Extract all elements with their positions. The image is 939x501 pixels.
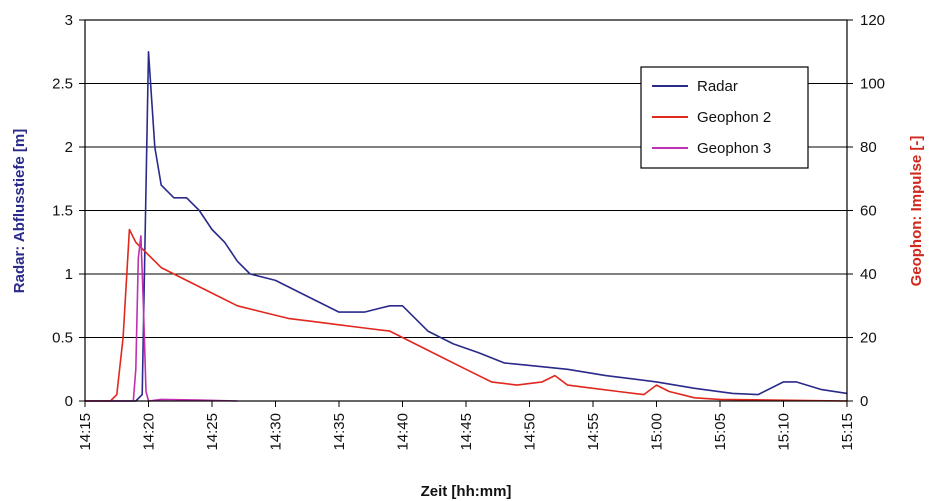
right-axis-ticks: 0 20 40 60 80 100 120 [847, 12, 885, 410]
x-axis-ticks: 14:15 14:20 14:25 14:30 14:35 14:40 14:45 14:50… [77, 401, 856, 451]
x-tick-label: 14:55 [585, 413, 602, 451]
left-tick-label: 0.5 [52, 330, 73, 347]
x-tick-label: 14:25 [204, 413, 221, 451]
series-line-geophon3 [85, 235, 238, 402]
x-tick-label: 15:05 [712, 413, 729, 451]
x-tick-label: 15:15 [839, 413, 856, 451]
gridlines [85, 83, 847, 338]
right-tick-label: 60 [860, 203, 877, 220]
left-tick-label: 1 [65, 266, 73, 283]
x-tick-label: 15:00 [649, 413, 666, 451]
legend-label-radar: Radar [697, 78, 738, 95]
right-tick-label: 20 [860, 330, 877, 347]
x-tick-label: 14:45 [458, 413, 475, 451]
x-axis-title: Zeit [hh:mm] [421, 483, 512, 500]
left-tick-label: 3 [65, 12, 73, 29]
x-tick-label: 14:35 [331, 413, 348, 451]
left-tick-label: 0 [65, 393, 73, 410]
right-axis-title: Geophon: Impulse [-] [908, 136, 925, 287]
series-layer [85, 51, 848, 402]
left-tick-label: 2.5 [52, 76, 73, 93]
legend: Radar Geophon 2 Geophon 3 [640, 66, 809, 169]
x-tick-label: 14:30 [268, 413, 285, 451]
x-tick-label: 14:50 [522, 413, 539, 451]
legend-items: Radar Geophon 2 Geophon 3 [652, 78, 771, 157]
right-tick-label: 40 [860, 266, 877, 283]
x-tick-label: 14:15 [77, 413, 94, 451]
x-tick-label: 15:10 [776, 413, 793, 451]
right-tick-label: 100 [860, 76, 885, 93]
series-line-radar [85, 51, 848, 402]
left-axis-ticks: 0 0.5 1 1.5 2 2.5 3 [52, 12, 85, 410]
legend-label-geophon2: Geophon 2 [697, 109, 771, 126]
left-axis-title: Radar: Abflusstiefe [m] [11, 129, 28, 293]
x-tick-label: 14:20 [141, 413, 158, 451]
right-tick-label: 120 [860, 12, 885, 29]
left-tick-label: 1.5 [52, 203, 73, 220]
right-tick-label: 0 [860, 393, 868, 410]
legend-label-geophon3: Geophon 3 [697, 140, 771, 157]
x-tick-label: 14:40 [395, 413, 412, 451]
right-tick-label: 80 [860, 139, 877, 156]
left-tick-label: 2 [65, 139, 73, 156]
